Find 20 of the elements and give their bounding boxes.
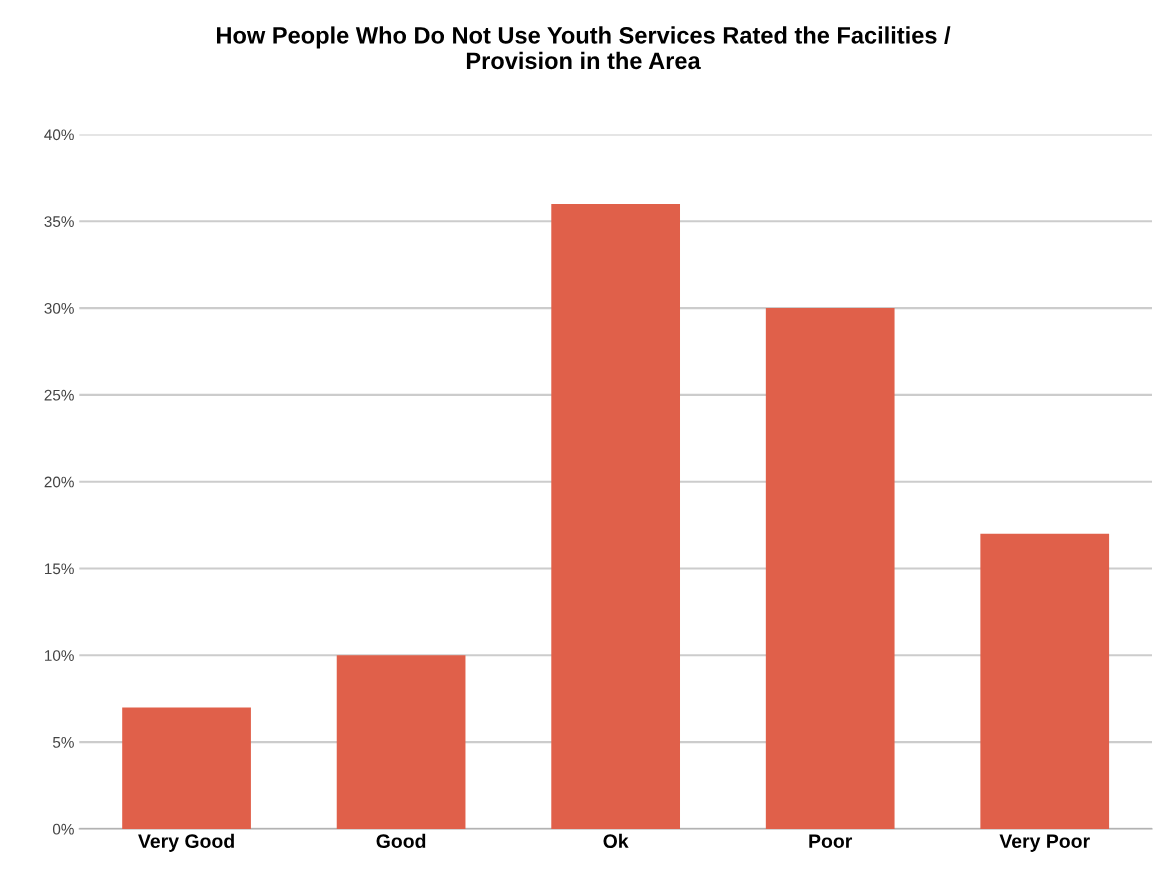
bar: [122, 707, 251, 829]
x-tick-label: Poor: [809, 834, 853, 849]
chart-title: How People Who Do Not Use Youth Services Rated the Facilities / Provision in the Area: [217, 26, 951, 70]
x-tick-label: Very Poor: [999, 834, 1090, 852]
y-tick-label: 30%: [44, 302, 74, 314]
y-tick-label: 40%: [44, 129, 74, 141]
y-tick-label: 0%: [52, 823, 74, 835]
x-tick-label: Ok: [603, 833, 629, 849]
x-tick-label: Good: [376, 833, 426, 849]
y-tick-label: 10%: [45, 650, 74, 661]
y-tick-label: 35%: [44, 216, 74, 227]
bar: [980, 533, 1110, 829]
y-tick-label: 15%: [45, 563, 74, 575]
y-tick-label: 20%: [44, 476, 74, 488]
x-tick-label: Very Good: [138, 833, 234, 852]
y-tick-label: 25%: [44, 389, 74, 401]
bar: [551, 203, 681, 829]
bar: [336, 655, 466, 829]
y-tick-label: 5%: [52, 737, 74, 748]
bar: [765, 308, 895, 829]
